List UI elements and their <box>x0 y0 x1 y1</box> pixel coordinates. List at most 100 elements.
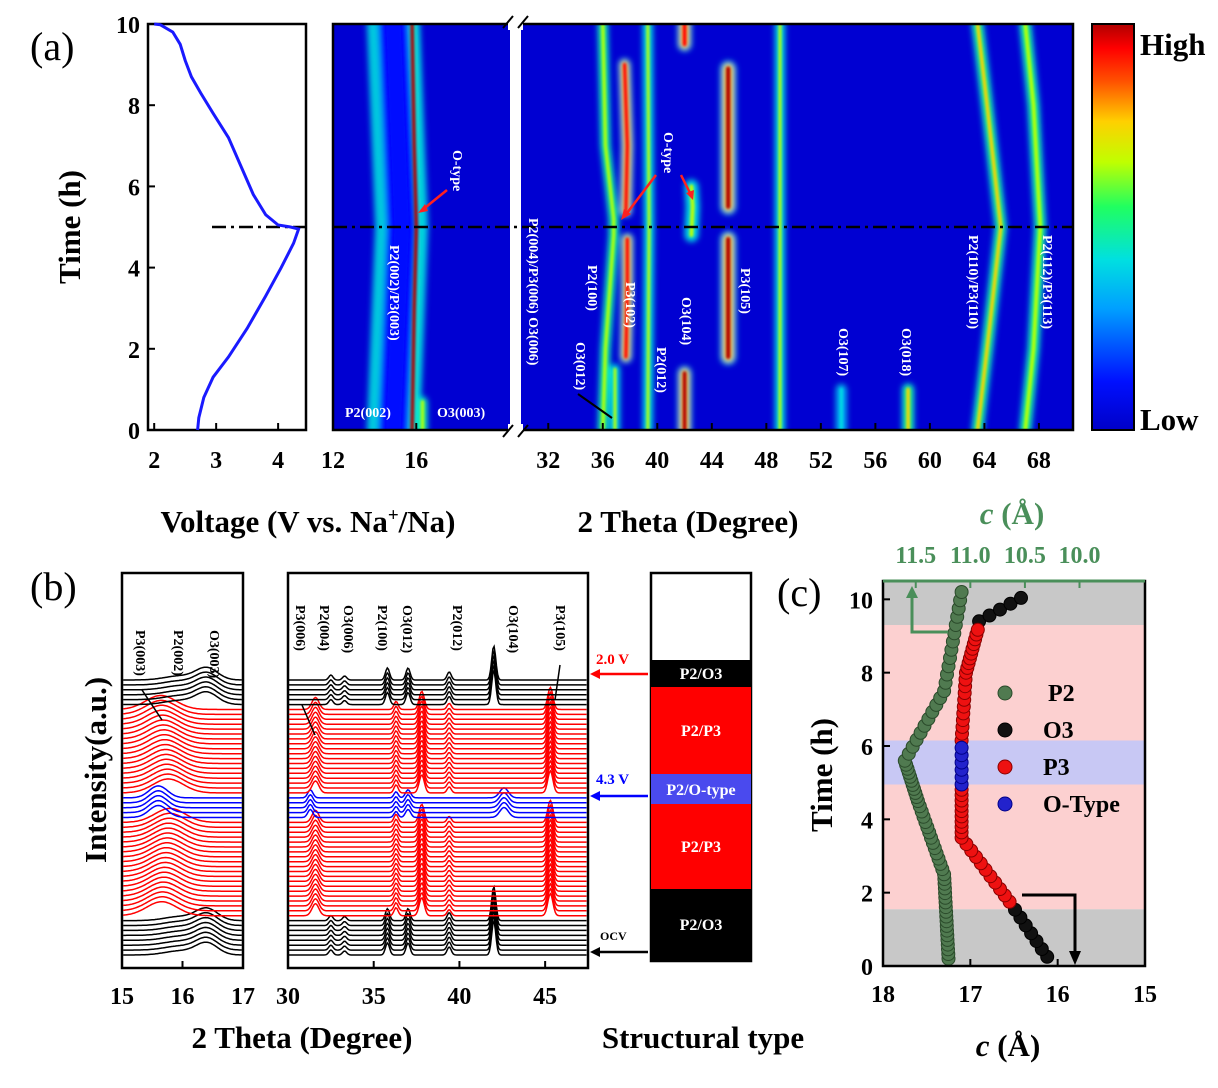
xrd-trace <box>288 759 587 784</box>
lattice-ticks: 18 17 16 15 0 2 4 6 8 10 11.5 11.0 10.5 10.0 <box>849 543 1157 1008</box>
lattice-top-axis-label: c (Å) <box>980 496 1045 531</box>
xrd-trace <box>288 764 587 789</box>
voltage-y-axis-label: Time (h) <box>52 170 87 284</box>
xrd-trace <box>288 899 587 937</box>
xrd-trace <box>288 792 587 804</box>
xrd-trace <box>288 653 587 691</box>
xrd-trace <box>123 900 242 917</box>
x-tick-label: 56 <box>863 448 887 474</box>
xrd-trace <box>288 663 587 701</box>
x-tick-label: 4 <box>272 448 284 474</box>
structure-segment-p2-p3-lower <box>651 804 751 889</box>
xrd-trace <box>288 769 587 794</box>
xrd-trace <box>123 666 242 681</box>
legend-marker-p2 <box>997 685 1013 701</box>
xrd-trace <box>123 804 242 819</box>
xrd-trace <box>288 685 587 711</box>
x-tick-label: 40 <box>447 984 471 1010</box>
x-tick-label: 35 <box>362 984 386 1010</box>
x-tick-label: 12 <box>321 448 345 474</box>
xrd-trace <box>288 862 587 888</box>
xrd-x-axis-label: 2 Theta (Degree) <box>192 1020 413 1055</box>
axis-break-mark-top <box>502 15 529 29</box>
arrowhead <box>621 209 631 220</box>
arrowhead <box>686 190 694 200</box>
legend: P2 O3 P3 O-Type <box>997 681 1120 818</box>
xrd-trace <box>123 676 242 691</box>
xrd-trace <box>288 808 587 833</box>
xrd-trace <box>123 931 242 946</box>
peak-label: O3(018) <box>898 328 913 377</box>
colorbar: High Low <box>1091 23 1205 437</box>
peak-label: P3(102) <box>622 282 637 328</box>
structure-label: P2/P3 <box>681 839 721 856</box>
xrd-trace <box>288 806 587 819</box>
phase-region <box>883 740 1145 785</box>
structure-segment-p2-p3-upper <box>651 687 751 774</box>
x-tick-label: 60 <box>918 448 942 474</box>
x-tick-label: 16 <box>1046 982 1070 1008</box>
xrd-trace <box>288 801 587 814</box>
peak-label: P2(002) <box>170 630 185 676</box>
xrd-trace <box>288 813 587 838</box>
xrd-trace <box>123 832 242 848</box>
xrd-trace <box>288 690 587 716</box>
peak-label: O3(012) <box>572 342 587 391</box>
xrd-trace <box>123 846 242 863</box>
legend-marker-p3 <box>997 759 1013 775</box>
y-tick-label: 10 <box>849 588 873 614</box>
x-tick-label: 40 <box>645 448 669 474</box>
green-arrowhead <box>906 586 918 598</box>
xrd-trace <box>288 715 587 740</box>
xrd-trace <box>123 896 242 912</box>
peak-label: O3(107) <box>835 328 850 377</box>
peak-label: P2(004)/P3(006) O3(006) <box>525 218 540 366</box>
axis-break-mark-bottom-bg <box>508 424 523 438</box>
legend-label-p3: P3 <box>1043 755 1070 781</box>
marker-4v-label: 4.3 V <box>596 772 629 788</box>
xrd-trace <box>123 773 242 789</box>
x-tick-label: 18 <box>871 982 895 1008</box>
xrd-trace <box>123 916 242 932</box>
xrd-trace <box>123 748 242 765</box>
peak-label: P2(004) <box>316 605 331 651</box>
xrd-trace <box>123 911 242 927</box>
top-x-tick-label: 10.5 <box>1004 543 1046 569</box>
xrd-trace <box>123 794 242 809</box>
xrd-trace <box>288 705 587 730</box>
pointer-line <box>554 664 561 701</box>
xrd-trace <box>123 714 242 730</box>
xrd-trace <box>288 754 587 779</box>
xrd-trace <box>288 823 587 848</box>
xrd-trace <box>288 787 587 799</box>
xrd-trace <box>123 817 242 833</box>
structure-label: P2/O-type <box>666 782 735 799</box>
o-type-label: O-type <box>449 150 464 191</box>
axis-break-mark-bottom <box>502 424 529 438</box>
xrd-trace <box>123 871 242 887</box>
xrd-trace <box>288 843 587 868</box>
xrd-ticks: 15 16 17 30 35 40 45 <box>110 961 557 1010</box>
voltage-x-ticks: 2 3 4 <box>148 423 284 474</box>
xrd-trace <box>123 866 242 883</box>
peak-core <box>386 24 409 430</box>
peak-label: P3(003) <box>132 630 147 676</box>
structure-label: P2/O3 <box>680 666 723 683</box>
peak-label: P2(100) <box>374 605 389 651</box>
xrd-trace <box>288 884 587 922</box>
legend-label-o3: O3 <box>1043 718 1074 744</box>
x-tick-label: 16 <box>404 448 428 474</box>
y-tick-label: 8 <box>861 662 873 688</box>
peak-label: P2(002)/P3(003) <box>386 245 401 341</box>
x-tick-label: 36 <box>591 448 615 474</box>
xrd-trace <box>288 725 587 750</box>
x-tick-label: 44 <box>700 448 724 474</box>
marker-2v-arrowhead <box>590 669 600 679</box>
xrd-trace <box>288 838 587 863</box>
peak-labels: P2(002) P2(002)/P3(003) O3(003) P2(004)/… <box>345 132 1054 421</box>
y-tick-label: 2 <box>128 338 140 364</box>
phase-regions <box>883 581 1145 966</box>
panel-label-b: (b) <box>30 564 77 609</box>
xrd-right-series <box>288 644 587 956</box>
xrd-trace <box>123 851 242 868</box>
